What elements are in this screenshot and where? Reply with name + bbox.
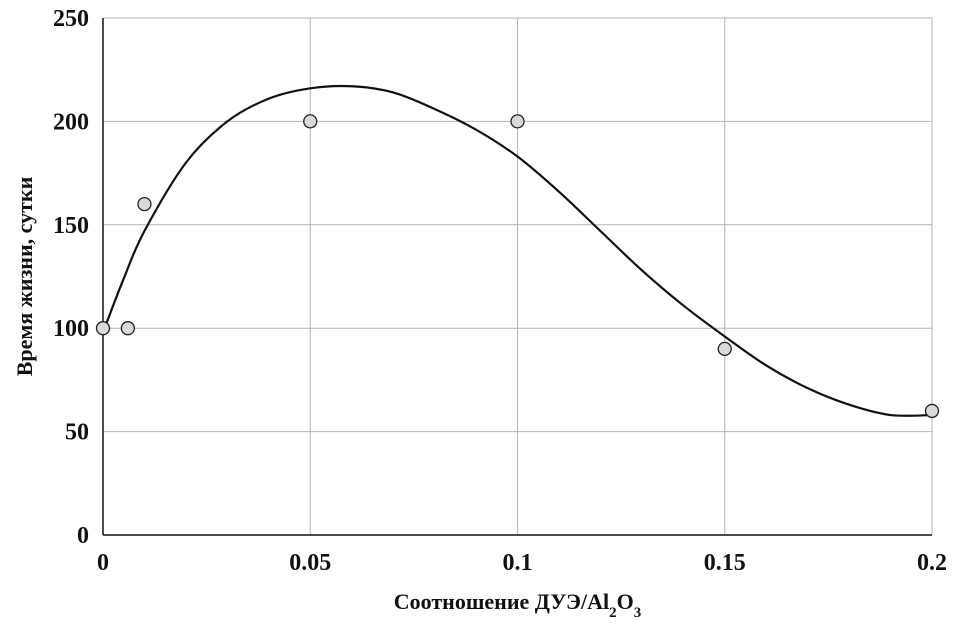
y-tick-label: 250	[53, 6, 89, 32]
x-axis-title-mid: O	[617, 589, 634, 614]
data-point	[924, 403, 940, 419]
data-point	[95, 321, 111, 336]
x-axis-title-sub2: 3	[634, 605, 642, 621]
x-axis-title: Соотношение ДУЭ/Al2O3	[394, 589, 641, 621]
y-axis-title: Время жизни, сутки	[12, 176, 37, 376]
data-point	[717, 341, 732, 357]
y-tick-labels: 0 50 100 150 200 250	[53, 6, 89, 549]
x-tick-label: 0.05	[289, 550, 331, 576]
x-tick-label: 0.15	[704, 550, 746, 576]
y-tick-label: 0	[77, 523, 89, 549]
grid-vertical-lines	[309, 18, 933, 535]
x-tick-label: 0	[97, 550, 109, 576]
x-tick-labels: 0 0.05 0.1 0.15 0.2	[97, 550, 947, 576]
x-tick-label: 0.2	[917, 550, 947, 576]
y-tick-label: 50	[65, 420, 89, 446]
data-point	[510, 114, 525, 129]
y-tick-label: 100	[53, 316, 89, 342]
x-axis-title-main: Соотношение ДУЭ/Al	[394, 589, 609, 614]
y-tick-label: 200	[53, 109, 89, 135]
trendline-curve	[101, 84, 933, 417]
data-points	[95, 114, 940, 419]
grid-horizontal-lines	[103, 17, 932, 433]
y-tick-label: 150	[53, 213, 89, 239]
x-tick-label: 0.1	[503, 550, 533, 576]
data-point	[137, 196, 152, 212]
data-point	[303, 114, 318, 129]
x-axis-title-sub1: 2	[609, 605, 617, 621]
data-point	[120, 321, 136, 336]
